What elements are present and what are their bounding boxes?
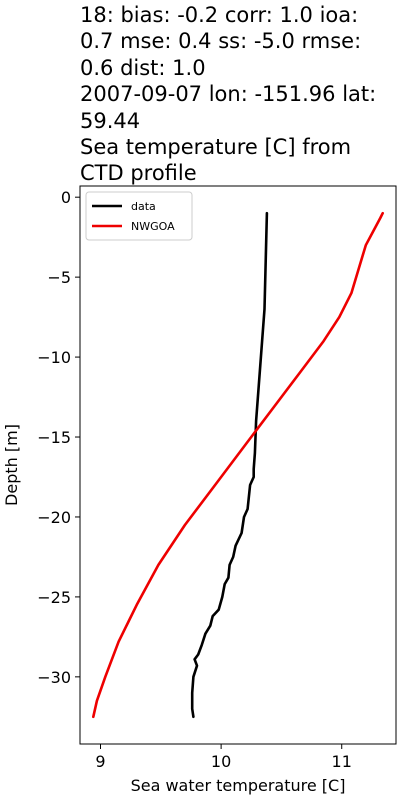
legend-label-nwgoa: NWGOA	[131, 220, 175, 233]
chart-title: 18: bias: -0.2 corr: 1.0 ioa: 0.7 mse: 0…	[80, 3, 377, 186]
y-tick-label: −20	[37, 508, 71, 527]
x-tick-label: 10	[211, 752, 231, 771]
series-line-data	[190, 211, 269, 719]
y-tick-label: −30	[37, 668, 71, 687]
plot-frame	[79, 185, 397, 745]
ticks-layer: 9 10 11 0 −5 −10 −15 −20 −25 −30	[37, 188, 352, 771]
x-tick-label: 9	[95, 752, 105, 771]
y-tick-label: −15	[37, 428, 71, 447]
y-tick-label: −5	[47, 268, 71, 287]
y-tick-label: −25	[37, 588, 71, 607]
y-axis-label: Depth [m]	[2, 424, 21, 506]
y-tick-label: −10	[37, 348, 71, 367]
y-tick-label: 0	[61, 188, 71, 207]
legend-label-data: data	[131, 200, 156, 213]
legend: data NWGOA	[85, 191, 193, 241]
legend-box	[85, 191, 193, 241]
series-layer	[92, 211, 384, 719]
x-tick-label: 11	[332, 752, 352, 771]
x-axis-label: Sea water temperature [C]	[131, 776, 346, 795]
series-line-nwgoa	[92, 211, 384, 719]
